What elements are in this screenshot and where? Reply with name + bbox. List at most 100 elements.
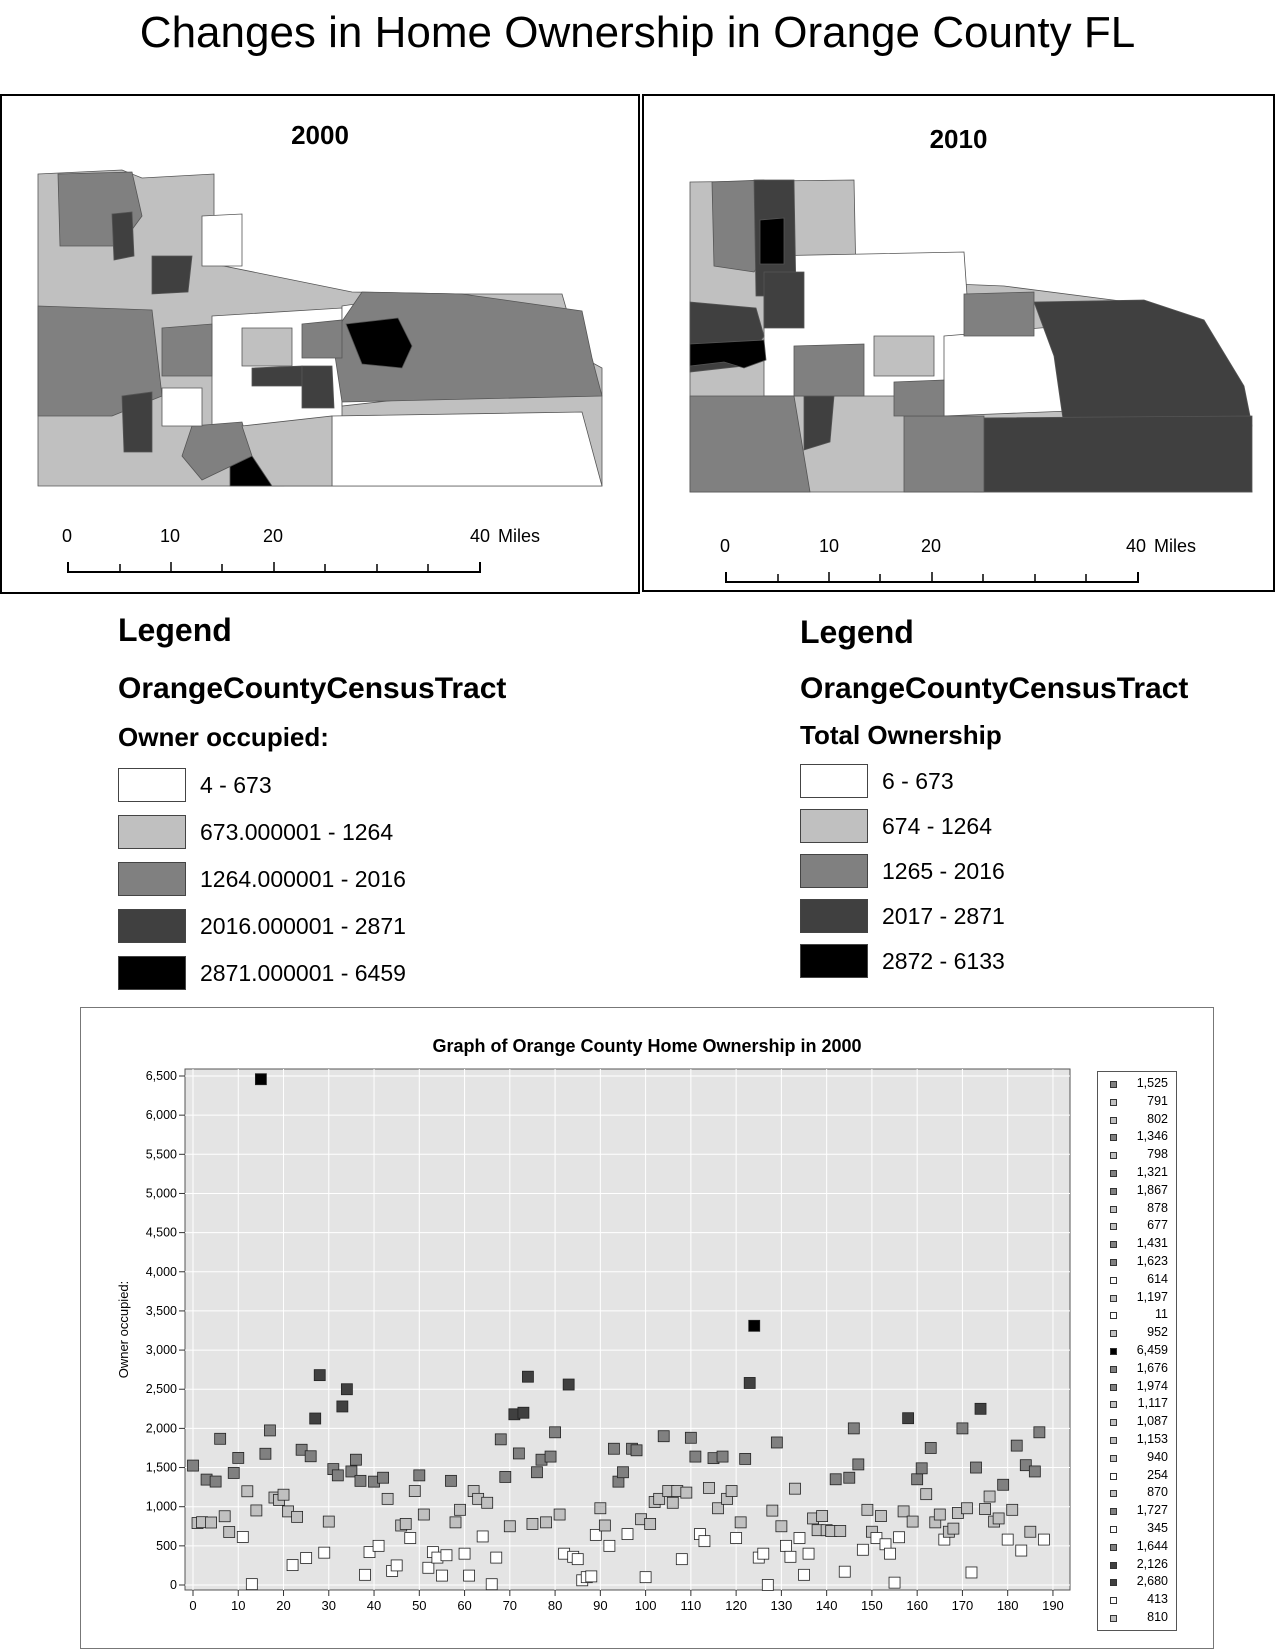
chart-legend-label: 870: [1147, 1485, 1168, 1500]
chart-legend-entry: 1,867: [1098, 1183, 1176, 1200]
chart-legend-entry: 1,644: [1098, 1539, 1176, 1556]
chart-legend-label: 345: [1147, 1521, 1168, 1535]
legend-2000-field: Owner occupied:: [118, 722, 329, 752]
chart-legend-marker: [1110, 1579, 1117, 1587]
map-2010-frame: 2010: [642, 94, 1275, 592]
map-2010-year: 2010: [929, 124, 988, 154]
chart-legend-entry: 254: [1098, 1468, 1176, 1485]
chart-legend-label: 2,680: [1136, 1574, 1168, 1589]
chart-legend-label: 1,727: [1136, 1503, 1168, 1518]
chart-legend-marker: [1110, 1508, 1117, 1516]
map-2000-frame: 2000: [0, 94, 640, 594]
legend-swatch: [118, 956, 186, 990]
chart-legend-marker: [1110, 1187, 1117, 1195]
chart-legend-entry: 1,727: [1098, 1503, 1176, 1520]
chart-legend-label: 6,459: [1136, 1343, 1168, 1357]
chart-legend-entry: 2,680: [1098, 1574, 1176, 1591]
legend-class-label: 4 - 673: [200, 772, 272, 798]
legend-2000-heading: Legend: [118, 612, 232, 648]
chart-legend-label: 1,346: [1136, 1129, 1168, 1144]
chart-legend-marker: [1110, 1472, 1117, 1480]
legend-class-label: 2871.000001 - 6459: [200, 960, 406, 986]
chart-legend-entry: 1,321: [1098, 1165, 1176, 1182]
chart-legend-marker: [1110, 1170, 1117, 1177]
legend-class-label: 6 - 673: [882, 768, 954, 794]
chart-legend-label: 1,867: [1136, 1182, 1168, 1197]
legend-class-label: 2017 - 2871: [882, 903, 1005, 929]
map-2000-scale-10: 10: [160, 526, 181, 546]
map-2010-scale-40: 40: [1126, 536, 1147, 556]
chart-legend-entry: 1,431: [1098, 1236, 1176, 1253]
chart-legend-label: 1,676: [1136, 1360, 1168, 1375]
map-2000-scale-40: 40: [470, 526, 491, 546]
legend-2010-field: Total Ownership: [800, 720, 1002, 750]
chart-legend-label: 878: [1147, 1200, 1168, 1215]
legend-swatch: [800, 944, 868, 978]
legend-swatch: [118, 768, 186, 802]
legend-class-label: 2872 - 6133: [882, 948, 1005, 974]
legend-2010-layer: OrangeCountyCensusTract: [800, 672, 1189, 705]
map-2010-scale-unit: Miles: [1154, 536, 1197, 556]
chart-legend-label: 810: [1147, 1610, 1168, 1624]
chart-legend-entry: 878: [1098, 1201, 1176, 1218]
chart-legend-entry: 1,676: [1098, 1361, 1176, 1378]
chart-legend-marker: [1110, 1081, 1117, 1088]
chart-legend-entry: 802: [1098, 1112, 1176, 1129]
chart-legend-marker: [1110, 1615, 1117, 1622]
legend-swatch: [800, 764, 868, 798]
chart-legend-label: 614: [1147, 1271, 1168, 1286]
map-2000-scale-0: 0: [62, 526, 73, 546]
map-2000-scale-unit: Miles: [498, 526, 541, 546]
chart-legend-entry: 614: [1098, 1272, 1176, 1289]
chart-legend-entry: 677: [1098, 1218, 1176, 1235]
chart-legend-entry: 1,346: [1098, 1129, 1176, 1146]
chart-legend-marker: [1110, 1116, 1117, 1124]
chart-legend-label: 798: [1147, 1147, 1168, 1162]
chart-legend-marker: [1110, 1098, 1117, 1106]
chart-legend-marker: [1110, 1312, 1117, 1320]
chart-legend-label: 1,431: [1136, 1236, 1168, 1251]
chart-legend-entry: 810: [1098, 1610, 1176, 1627]
legend-2010: Legend OrangeCountyCensusTract Total Own…: [800, 614, 1240, 984]
chart-legend-marker: [1110, 1526, 1117, 1533]
chart-legend-marker: [1110, 1330, 1117, 1338]
legend-swatch: [118, 909, 186, 943]
chart-legend-entry: 1,087: [1098, 1414, 1176, 1431]
chart-legend-marker: [1110, 1597, 1117, 1605]
chart-legend-marker: [1110, 1348, 1117, 1355]
chart-legend-marker: [1110, 1454, 1117, 1462]
legend-swatch: [800, 899, 868, 933]
chart-legend-label: 677: [1147, 1218, 1168, 1233]
map-2000-county: [37, 169, 603, 487]
chart-legend-marker: [1110, 1134, 1117, 1142]
legend-class-label: 1264.000001 - 2016: [200, 866, 406, 892]
chart-legend-marker: [1110, 1383, 1117, 1391]
chart-legend-marker: [1110, 1437, 1117, 1444]
chart-legend-marker: [1110, 1223, 1117, 1231]
chart-legend-label: 940: [1147, 1449, 1168, 1464]
legend-swatch: [118, 862, 186, 896]
chart-legend-label: 1,644: [1136, 1538, 1168, 1553]
map-2000-year: 2000: [291, 120, 349, 150]
map-2010-scale-20: 20: [921, 536, 942, 556]
chart-legend-label: 952: [1147, 1325, 1168, 1340]
chart-legend-label: 11: [1155, 1307, 1168, 1322]
chart-legend-marker: [1110, 1543, 1117, 1551]
chart-legend-marker: [1110, 1401, 1117, 1409]
chart-legend-entry: 345: [1098, 1521, 1176, 1538]
chart-legend-label: 1,153: [1136, 1432, 1168, 1446]
legend-class-label: 674 - 1264: [882, 813, 992, 839]
chart-legend-marker: [1110, 1152, 1117, 1160]
chart-legend-label: 413: [1147, 1592, 1168, 1607]
legend-2000: Legend OrangeCountyCensusTract Owner occ…: [118, 612, 538, 992]
chart-legend-marker: [1110, 1241, 1117, 1249]
chart-legend-marker: [1110, 1259, 1117, 1266]
chart-legend-entry: 1,525: [1098, 1076, 1176, 1093]
chart-legend-entry: 2,126: [1098, 1557, 1176, 1574]
chart-legend: 1,525 791 802 1,346 798 1,321 1,867 878 677 1,431…: [1097, 1071, 1177, 1631]
legend-class-label: 673.000001 - 1264: [200, 819, 394, 845]
chart-title: Graph of Orange County Home Ownership in…: [432, 1036, 862, 1056]
chart-legend-label: 254: [1147, 1467, 1168, 1482]
chart-legend-marker: [1110, 1365, 1117, 1373]
map-2010-scale-0: 0: [720, 536, 731, 556]
